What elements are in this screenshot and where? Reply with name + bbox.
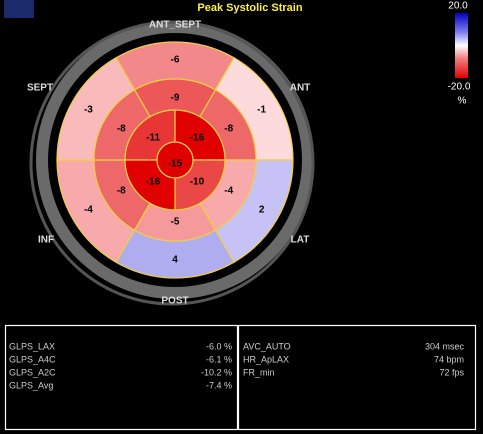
segment-value: -6 (171, 55, 180, 66)
stat-name: GLPS_LAX (9, 341, 55, 351)
colorbar (455, 13, 468, 78)
segment (156, 141, 194, 179)
stat-name: GLPS_A2C (9, 367, 56, 377)
segment-value: -8 (117, 124, 126, 135)
wall-label: SEPT (27, 83, 53, 94)
segment-value: 2 (259, 205, 265, 216)
stat-name: GLPS_Avg (9, 380, 53, 390)
outer-ring-2 (29, 20, 315, 306)
stats-left-box (4, 324, 239, 431)
stat-value: -6.1 % (206, 354, 232, 364)
corner-icon[interactable] (4, 0, 34, 18)
segment-value: -4 (84, 205, 93, 216)
outer-ring (36, 21, 314, 299)
segment-value: -8 (117, 186, 126, 197)
segment-value: 4 (172, 255, 178, 266)
stat-name: GLPS_A4C (9, 354, 56, 364)
wall-label: ANT (290, 83, 311, 94)
segment-value: -3 (84, 105, 93, 116)
segment-value: -16 (190, 133, 205, 144)
segment-value: -8 (224, 124, 233, 135)
stat-name: AVC_AUTO (243, 341, 291, 351)
wall-label: ANT_SEPT (149, 20, 201, 31)
segment-value: -15 (168, 159, 183, 170)
wall-label: LAT (291, 235, 310, 246)
wall-label: POST (161, 296, 188, 307)
colorbar-max: 20.0 (448, 1, 468, 12)
colorbar-min: -20.0 (448, 82, 471, 93)
segment-value: -10 (190, 177, 205, 188)
wall-label: INF (38, 235, 54, 246)
stat-value: -6.0 % (206, 341, 232, 351)
segment-value: -9 (171, 93, 180, 104)
title: Peak Systolic Strain (197, 2, 302, 14)
stat-value: -7.4 % (206, 380, 232, 390)
stat-value: 72 fps (439, 367, 464, 377)
segment-value: -1 (257, 105, 266, 116)
stat-value: 304 msec (425, 341, 465, 351)
segment-value: -16 (146, 177, 161, 188)
stat-value: 74 bpm (434, 354, 464, 364)
stats-right-box (237, 324, 477, 431)
colorbar-unit: % (458, 96, 467, 107)
segment-value: -11 (146, 133, 160, 144)
stat-value: -10.2 % (201, 367, 232, 377)
stat-name: FR_min (243, 367, 275, 377)
segment-value: -5 (171, 217, 180, 228)
stat-name: HR_ApLAX (243, 354, 289, 364)
segment-value: -4 (224, 186, 233, 197)
bullseye: -6 -1 2 4 -4 -3 -9 -8 -4 -5 -8 -8 -11 -16 -10 -16 -15 (56, 41, 294, 279)
